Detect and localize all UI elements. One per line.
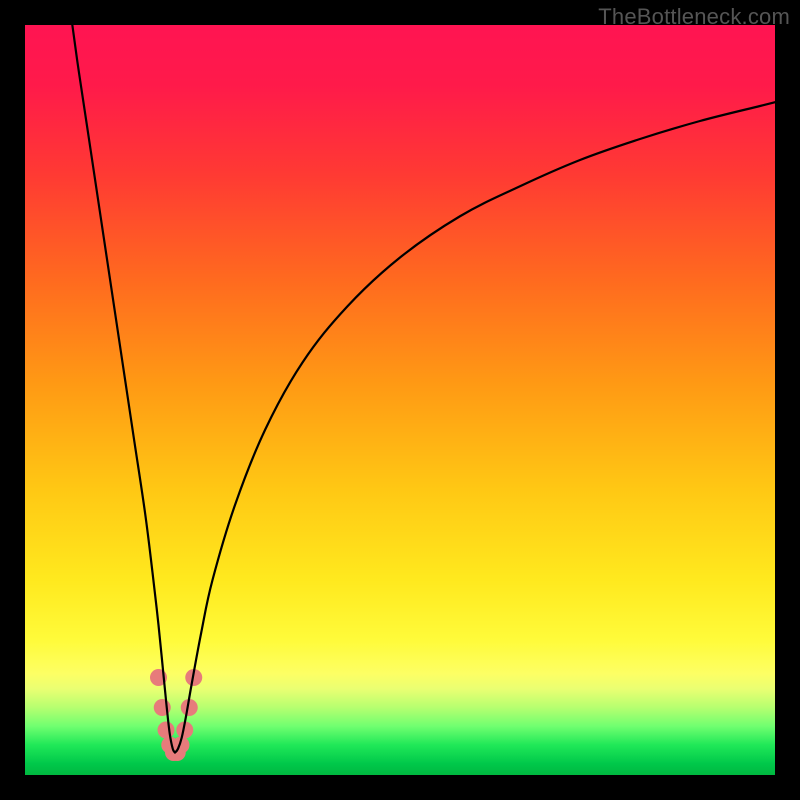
curves-layer: [25, 25, 775, 775]
plot-area: [25, 25, 775, 775]
watermark-text: TheBottleneck.com: [598, 4, 790, 30]
chart-stage: TheBottleneck.com: [0, 0, 800, 800]
valley-dot: [158, 722, 175, 739]
right-branch-curve: [175, 102, 775, 752]
valley-marker-dots: [150, 669, 202, 761]
plot-outer-frame: [25, 25, 775, 775]
left-branch-curve: [69, 25, 175, 753]
